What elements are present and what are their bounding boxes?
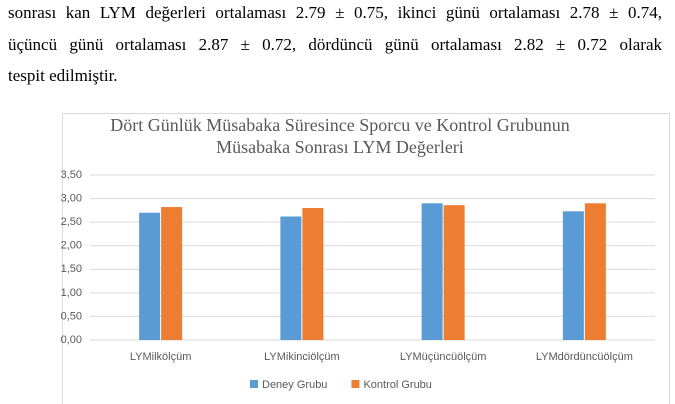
y-tick-label: 2,50	[61, 216, 82, 228]
x-tick-label: LYMüçüncüölçüm	[400, 351, 487, 363]
bar	[562, 211, 584, 340]
legend-swatch	[250, 380, 258, 388]
bar	[421, 203, 443, 340]
bar	[302, 208, 324, 340]
bar	[584, 203, 606, 340]
chart-title: Dört Günlük Müsabaka Süresince Sporcu ve…	[110, 115, 569, 135]
y-tick-label: 3,00	[61, 192, 82, 204]
bar	[443, 205, 465, 340]
x-tick-label: LYMilkölçüm	[130, 351, 192, 363]
chart-title: Müsabaka Sonrası LYM Değerleri	[216, 137, 464, 157]
legend-swatch	[351, 380, 360, 388]
legend-label: Deney Grubu	[262, 379, 327, 391]
legend-label: Kontrol Grubu	[363, 379, 431, 391]
y-tick-label: 0,50	[61, 310, 82, 322]
x-tick-label: LYMdördüncüölçüm	[536, 351, 633, 363]
y-tick-label: 3,50	[61, 169, 82, 181]
bar	[139, 212, 161, 340]
y-tick-label: 2,00	[61, 240, 82, 252]
y-tick-label: 1,00	[61, 287, 82, 299]
bar	[280, 216, 302, 340]
y-tick-label: 0,00	[61, 334, 82, 346]
x-tick-label: LYMikinciölçüm	[264, 351, 340, 363]
bar	[161, 207, 183, 340]
text-line: tespit edilmiştir.	[8, 66, 118, 85]
text-line: üçüncü günü ortalaması 2.87 ± 0.72, dörd…	[8, 35, 662, 54]
y-tick-label: 1,50	[61, 263, 82, 275]
text-line: sonrası kan LYM değerleri ortalaması 2.7…	[8, 3, 662, 22]
